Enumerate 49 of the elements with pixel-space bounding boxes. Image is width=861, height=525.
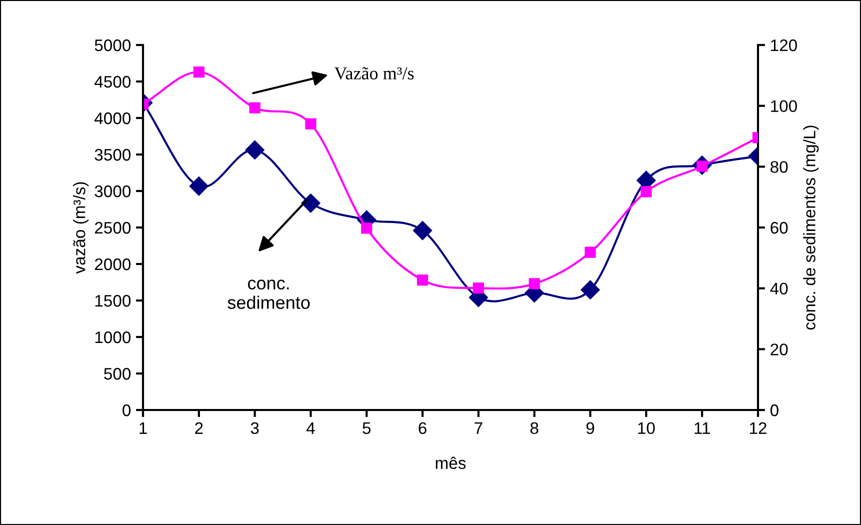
y-tick-label: 4000 <box>94 112 131 124</box>
point <box>193 66 204 78</box>
x-tick-label: 3 <box>250 422 259 434</box>
y-tick-label: 2000 <box>94 258 131 270</box>
y-tick-label: 500 <box>104 368 131 380</box>
y2-tick-label: 20 <box>770 344 788 356</box>
y-tick-label: 2500 <box>94 222 131 234</box>
y-tick-label: 3500 <box>94 148 131 161</box>
point <box>305 118 316 130</box>
y2-tick-label: 80 <box>770 161 788 173</box>
point <box>413 221 432 240</box>
point <box>245 140 264 160</box>
x-tick-label: 8 <box>530 422 538 434</box>
x-tick-label: 6 <box>418 422 426 434</box>
y2-tick-label: 0 <box>770 404 778 416</box>
y2-axis-title: conc. de sedimentos (mg/L) <box>803 126 819 330</box>
x-tick-label: 10 <box>638 422 655 434</box>
y-tick-label: 1000 <box>95 331 131 344</box>
point <box>249 102 260 114</box>
annotation: Vazão m³/s <box>334 67 414 80</box>
point <box>416 274 428 286</box>
y-tick-label: 3000 <box>94 185 131 198</box>
x-tick-label: 4 <box>306 422 315 434</box>
point <box>361 222 372 234</box>
x-tick-label: 5 <box>362 422 371 434</box>
point <box>584 246 596 258</box>
point <box>528 278 540 290</box>
y-axis-title: vazão (m³/s) <box>73 182 89 274</box>
x-tick-label: 12 <box>750 422 766 434</box>
point <box>189 176 208 196</box>
y-tick-label: 1500 <box>95 294 131 307</box>
x-tick-label: 11 <box>694 422 710 434</box>
y2-tick-label: 100 <box>771 100 797 112</box>
x-axis-title: mês <box>436 456 466 470</box>
point <box>472 282 484 294</box>
y2-tick-label: 120 <box>771 39 797 52</box>
x-tick-label: 7 <box>474 422 482 434</box>
x-tick-label: 1 <box>140 422 147 434</box>
x-tick-label: 9 <box>586 422 594 434</box>
x-tick-label: 2 <box>195 422 203 434</box>
y2-tick-label: 40 <box>770 282 788 295</box>
point <box>580 280 600 300</box>
point <box>640 186 652 198</box>
y-tick-label: 4500 <box>94 76 131 88</box>
annotation: conc. sedimento <box>228 280 310 309</box>
y-tick-label: 5000 <box>94 39 131 52</box>
point <box>301 194 320 213</box>
y-tick-label: 0 <box>122 404 131 416</box>
y2-tick-label: 60 <box>770 222 788 234</box>
